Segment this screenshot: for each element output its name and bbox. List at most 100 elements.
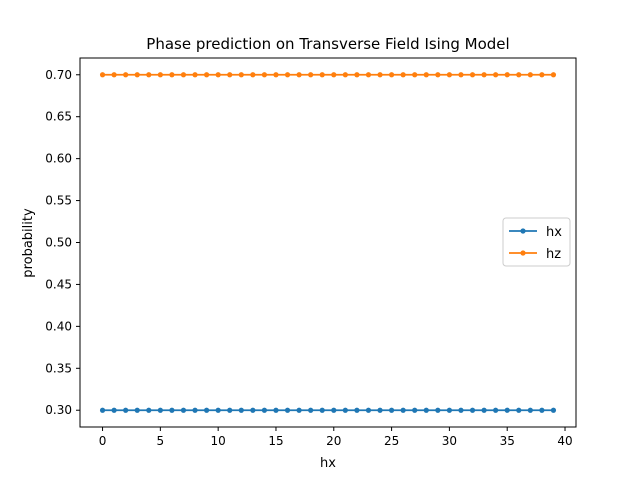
- data-point-hx: [446, 407, 452, 413]
- series-layer: [99, 72, 557, 413]
- y-tick-label: 0.30: [45, 403, 72, 417]
- data-point-hz: [146, 72, 152, 78]
- data-point-hz: [273, 72, 279, 78]
- data-point-hz: [435, 72, 441, 78]
- data-point-hx: [238, 407, 244, 413]
- data-point-hx: [192, 407, 198, 413]
- data-point-hz: [342, 72, 348, 78]
- data-point-hz: [157, 72, 163, 78]
- x-tick-label: 0: [99, 434, 107, 448]
- data-point-hx: [296, 407, 302, 413]
- data-point-hz: [365, 72, 372, 78]
- data-point-hz: [400, 72, 406, 78]
- data-point-hz: [458, 72, 464, 78]
- data-point-hx: [493, 407, 499, 413]
- data-point-hx: [539, 407, 545, 413]
- data-point-hx: [111, 407, 117, 413]
- data-point-hz: [123, 72, 129, 78]
- x-tick-label: 5: [157, 434, 165, 448]
- data-point-hx: [527, 407, 533, 413]
- data-point-hz: [354, 72, 360, 78]
- data-point-hz: [308, 72, 314, 78]
- data-point-hz: [215, 72, 221, 78]
- data-point-hx: [123, 407, 129, 413]
- data-point-hx: [146, 407, 152, 413]
- y-tick-label: 0.40: [45, 319, 72, 333]
- x-tick-label: 20: [326, 434, 341, 448]
- data-point-hx: [550, 407, 557, 413]
- data-point-hx: [273, 407, 279, 413]
- chart-title: Phase prediction on Transverse Field Isi…: [146, 35, 509, 53]
- data-point-hz: [550, 72, 557, 78]
- data-point-hz: [250, 72, 256, 78]
- data-point-hz: [412, 72, 418, 78]
- plot-area: 0 5 10 15 20 25 30 35 40 0.30 0.35 0.40 0.45 0.50 0.5…: [45, 57, 577, 448]
- y-tick-label: 0.45: [45, 277, 72, 291]
- data-point-hx: [157, 407, 163, 413]
- y-axis: 0.30 0.35 0.40 0.45 0.50 0.55 0.60 0.65 0.70: [45, 68, 80, 417]
- data-point-hx: [99, 407, 106, 413]
- y-tick-label: 0.70: [45, 68, 72, 82]
- data-point-hx: [180, 407, 187, 413]
- data-point-hx: [388, 407, 395, 413]
- y-tick-label: 0.55: [45, 194, 72, 208]
- legend-label: hz: [546, 247, 561, 262]
- x-tick-label: 10: [211, 434, 226, 448]
- data-point-hx: [516, 407, 522, 413]
- y-axis-label: probability: [21, 208, 36, 278]
- data-point-hz: [261, 72, 268, 78]
- x-tick-label: 35: [500, 434, 515, 448]
- x-tick-label: 25: [384, 434, 399, 448]
- data-point-hz: [296, 72, 302, 78]
- data-point-hz: [111, 72, 117, 78]
- y-tick-label: 0.65: [45, 110, 72, 124]
- data-point-hz: [204, 72, 210, 78]
- data-point-hx: [481, 407, 487, 413]
- data-point-hz: [169, 72, 175, 78]
- legend-box: [502, 217, 571, 267]
- legend-item-hx: hx: [509, 225, 562, 240]
- x-tick-label: 30: [442, 434, 457, 448]
- data-point-hx: [308, 407, 314, 413]
- data-point-hz: [539, 72, 545, 78]
- data-point-hz: [493, 72, 499, 78]
- y-tick-label: 0.60: [45, 152, 72, 166]
- data-point-hx: [169, 407, 175, 413]
- data-point-hx: [458, 407, 464, 413]
- x-axis: 0 5 10 15 20 25 30 35 40: [99, 427, 573, 448]
- data-point-hz: [319, 72, 325, 78]
- legend-swatch-marker: [520, 250, 526, 256]
- data-point-hx: [412, 407, 418, 413]
- data-point-hz: [527, 72, 533, 78]
- data-point-hx: [134, 407, 140, 413]
- legend-item-hz: hz: [509, 247, 561, 262]
- data-point-hz: [516, 72, 522, 78]
- data-point-hx: [354, 407, 360, 413]
- data-point-hx: [435, 407, 441, 413]
- data-point-hx: [250, 407, 256, 413]
- y-tick-label: 0.35: [45, 361, 72, 375]
- data-point-hz: [134, 72, 140, 78]
- data-point-hx: [215, 407, 221, 413]
- data-point-hx: [365, 407, 372, 413]
- legend-swatch-marker: [520, 228, 526, 234]
- data-point-hx: [204, 407, 210, 413]
- data-point-hz: [99, 72, 106, 78]
- data-point-hz: [423, 72, 429, 78]
- data-point-hz: [192, 72, 198, 78]
- legend: hx hz: [502, 217, 571, 267]
- data-point-hz: [388, 72, 395, 78]
- data-point-hx: [319, 407, 325, 413]
- data-point-hx: [469, 407, 476, 413]
- y-tick-label: 0.50: [45, 236, 72, 250]
- data-point-hx: [423, 407, 429, 413]
- x-tick-label: 40: [557, 434, 572, 448]
- data-point-hz: [331, 72, 337, 78]
- legend-label: hx: [546, 225, 562, 240]
- data-point-hx: [342, 407, 348, 413]
- data-point-hx: [400, 407, 406, 413]
- data-point-hz: [481, 72, 487, 78]
- data-point-hz: [504, 72, 510, 78]
- x-tick-label: 15: [268, 434, 283, 448]
